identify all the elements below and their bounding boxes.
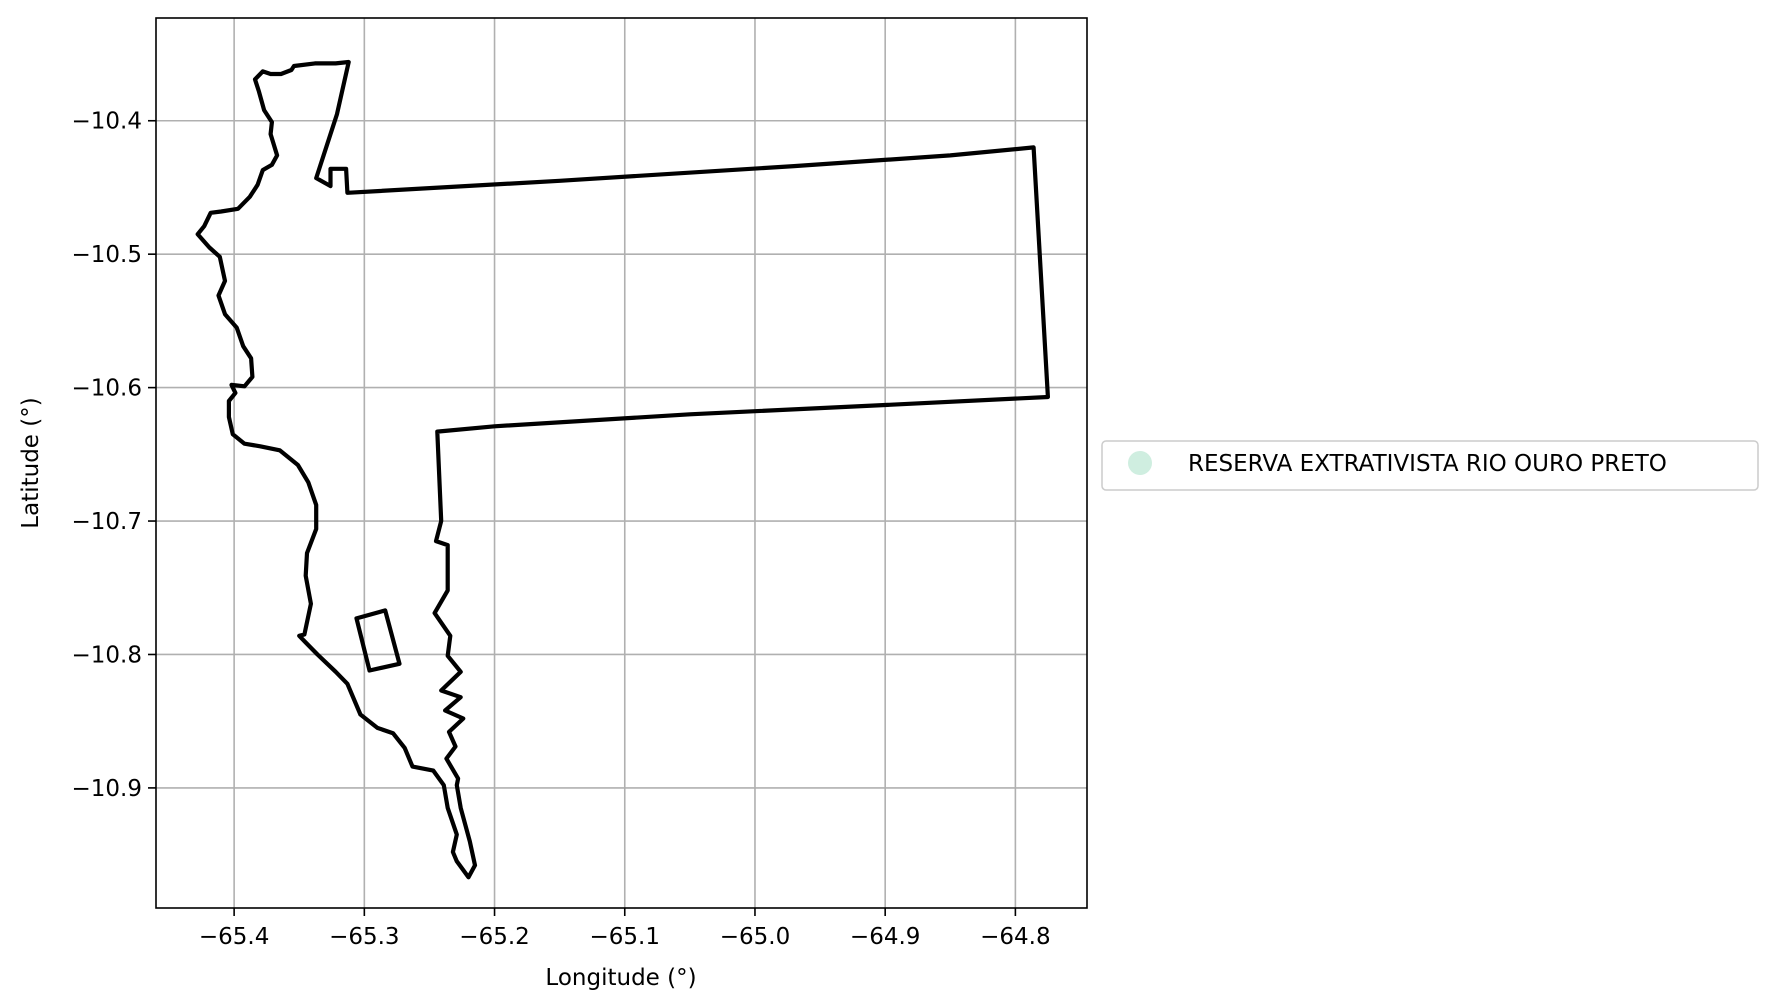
grid-lines bbox=[156, 18, 1087, 908]
legend: RESERVA EXTRATIVISTA RIO OURO PRETO bbox=[1101, 440, 1759, 491]
map-features bbox=[195, 59, 1051, 880]
legend-label: RESERVA EXTRATIVISTA RIO OURO PRETO bbox=[1188, 451, 1667, 477]
y-tick-label: −10.7 bbox=[72, 509, 142, 535]
x-tick-label: −65.0 bbox=[720, 924, 790, 950]
x-axis-label: Longitude (°) bbox=[545, 965, 696, 991]
x-tick-label: −64.8 bbox=[980, 924, 1050, 950]
legend-frame bbox=[1101, 440, 1759, 491]
reserve-inner-polygon bbox=[354, 608, 402, 673]
x-tick-label: −65.3 bbox=[329, 924, 399, 950]
y-axis-label: Latitude (°) bbox=[18, 397, 44, 528]
y-tick-label: −10.9 bbox=[72, 776, 142, 802]
x-tick-label: −64.9 bbox=[850, 924, 920, 950]
plot-frame bbox=[155, 17, 1088, 909]
x-tick-label: −65.1 bbox=[590, 924, 660, 950]
x-tick-label: −65.2 bbox=[459, 924, 529, 950]
y-axis-ticks: −10.4 −10.5 −10.6 −10.7 −10.8 −10.9 bbox=[72, 109, 156, 802]
y-tick-label: −10.8 bbox=[72, 642, 142, 668]
x-tick-label: −65.4 bbox=[199, 924, 269, 950]
x-axis-ticks: −65.4 −65.3 −65.2 −65.1 −65.0 −64.9 −64.8 bbox=[199, 908, 1051, 950]
y-tick-label: −10.4 bbox=[72, 109, 142, 135]
legend-marker bbox=[1128, 451, 1152, 475]
y-tick-label: −10.6 bbox=[72, 376, 142, 402]
y-tick-label: −10.5 bbox=[72, 242, 142, 268]
reserve-outer-boundary bbox=[195, 59, 1051, 880]
